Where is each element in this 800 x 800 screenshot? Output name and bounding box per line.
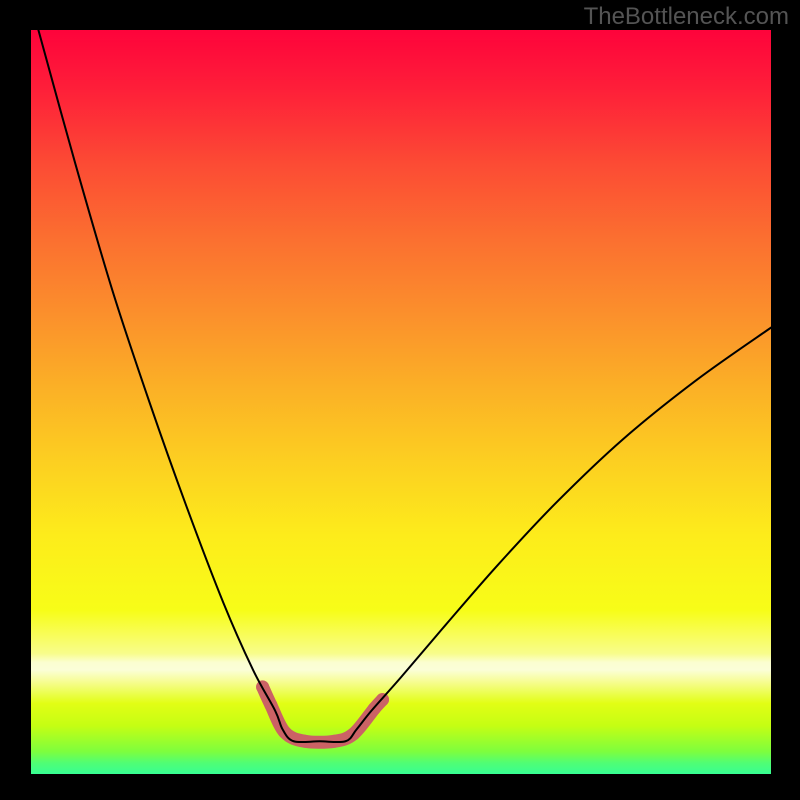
chart-frame: TheBottleneck.com xyxy=(0,0,800,800)
plot-svg xyxy=(31,30,771,774)
plot-area xyxy=(31,30,771,774)
gradient-background xyxy=(31,30,771,774)
watermark-text: TheBottleneck.com xyxy=(584,3,789,31)
